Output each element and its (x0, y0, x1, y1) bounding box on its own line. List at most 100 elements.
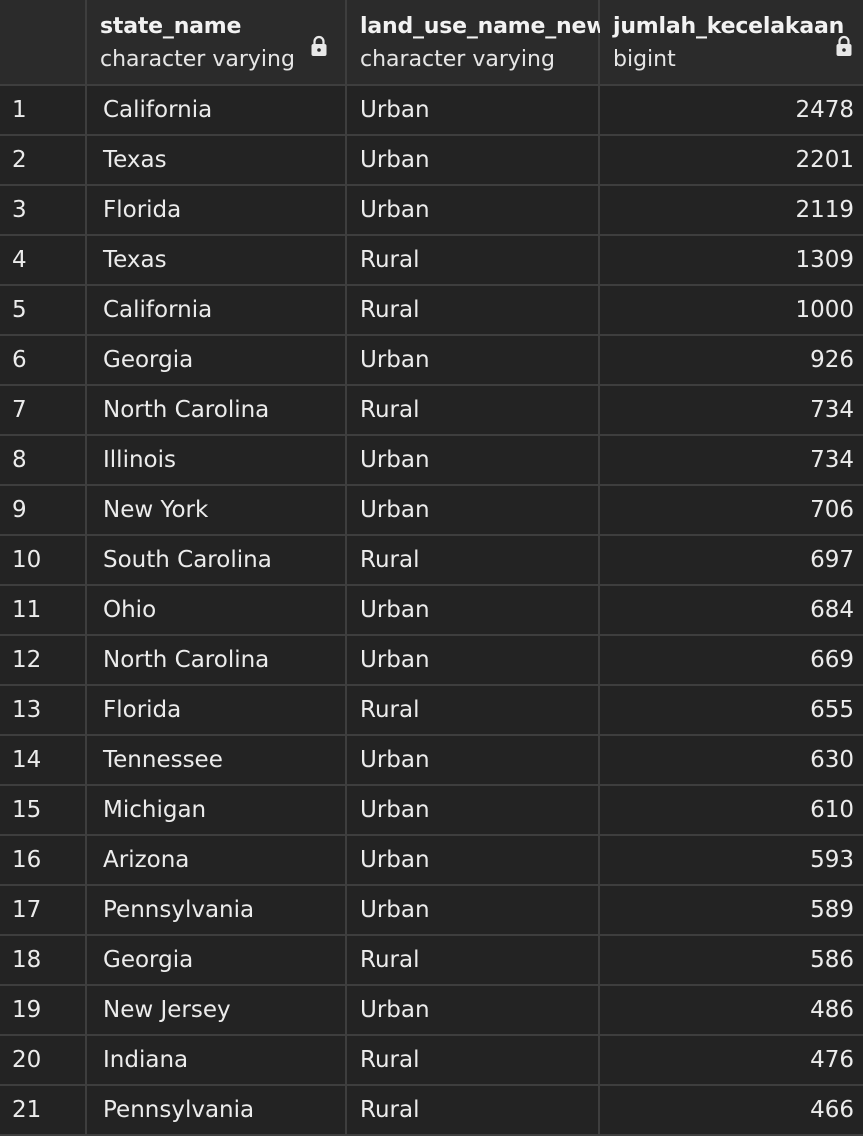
land-use-cell[interactable]: Urban (346, 735, 600, 786)
state-name-cell[interactable]: Illinois (86, 435, 347, 486)
state-name-cell[interactable]: Tennessee (86, 735, 347, 786)
jumlah-kecelakaan-cell[interactable]: 1000 (599, 285, 863, 336)
table-row[interactable]: 2 Texas Urban 2201 (0, 135, 863, 186)
row-number-cell[interactable]: 10 (0, 535, 87, 586)
table-row[interactable]: 18 Georgia Rural 586 (0, 935, 863, 986)
jumlah-kecelakaan-cell[interactable]: 486 (599, 985, 863, 1036)
table-row[interactable]: 9 New York Urban 706 (0, 485, 863, 536)
land-use-cell[interactable]: Urban (346, 835, 600, 886)
state-name-cell[interactable]: North Carolina (86, 385, 347, 436)
jumlah-kecelakaan-cell[interactable]: 684 (599, 585, 863, 636)
land-use-cell[interactable]: Rural (346, 235, 600, 286)
jumlah-kecelakaan-cell[interactable]: 593 (599, 835, 863, 886)
table-row[interactable]: 1 California Urban 2478 (0, 85, 863, 136)
row-number-cell[interactable]: 6 (0, 335, 87, 386)
jumlah-kecelakaan-cell[interactable]: 2478 (599, 85, 863, 136)
land-use-cell[interactable]: Rural (346, 685, 600, 736)
state-name-cell[interactable]: Florida (86, 685, 347, 736)
table-row[interactable]: 5 California Rural 1000 (0, 285, 863, 336)
jumlah-kecelakaan-cell[interactable]: 1309 (599, 235, 863, 286)
state-name-cell[interactable]: Texas (86, 235, 347, 286)
land-use-cell[interactable]: Urban (346, 185, 600, 236)
land-use-cell[interactable]: Urban (346, 885, 600, 936)
state-name-cell[interactable]: Pennsylvania (86, 885, 347, 936)
land-use-cell[interactable]: Urban (346, 485, 600, 536)
state-name-cell[interactable]: Georgia (86, 935, 347, 986)
state-name-cell[interactable]: Florida (86, 185, 347, 236)
row-number-cell[interactable]: 5 (0, 285, 87, 336)
row-number-cell[interactable]: 12 (0, 635, 87, 686)
state-name-cell[interactable]: Indiana (86, 1035, 347, 1086)
row-number-cell[interactable]: 1 (0, 85, 87, 136)
jumlah-kecelakaan-cell[interactable]: 669 (599, 635, 863, 686)
row-number-cell[interactable]: 13 (0, 685, 87, 736)
row-number-cell[interactable]: 15 (0, 785, 87, 836)
table-row[interactable]: 12 North Carolina Urban 669 (0, 635, 863, 686)
jumlah-kecelakaan-cell[interactable]: 610 (599, 785, 863, 836)
column-header-state-name[interactable]: state_name character varying (86, 0, 347, 86)
land-use-cell[interactable]: Urban (346, 785, 600, 836)
row-number-cell[interactable]: 19 (0, 985, 87, 1036)
land-use-cell[interactable]: Rural (346, 935, 600, 986)
row-number-cell[interactable]: 4 (0, 235, 87, 286)
column-header-land-use-name-new[interactable]: land_use_name_new character varying (346, 0, 607, 86)
land-use-cell[interactable]: Urban (346, 635, 600, 686)
land-use-cell[interactable]: Urban (346, 135, 600, 186)
land-use-cell[interactable]: Rural (346, 535, 600, 586)
jumlah-kecelakaan-cell[interactable]: 706 (599, 485, 863, 536)
table-row[interactable]: 13 Florida Rural 655 (0, 685, 863, 736)
state-name-cell[interactable]: Texas (86, 135, 347, 186)
land-use-cell[interactable]: Urban (346, 435, 600, 486)
state-name-cell[interactable]: Ohio (86, 585, 347, 636)
jumlah-kecelakaan-cell[interactable]: 2201 (599, 135, 863, 186)
row-number-cell[interactable]: 9 (0, 485, 87, 536)
row-number-cell[interactable]: 18 (0, 935, 87, 986)
table-row[interactable]: 8 Illinois Urban 734 (0, 435, 863, 486)
state-name-cell[interactable]: California (86, 85, 347, 136)
land-use-cell[interactable]: Urban (346, 585, 600, 636)
land-use-cell[interactable]: Rural (346, 385, 600, 436)
row-number-header[interactable] (0, 0, 87, 86)
column-header-jumlah-kecelakaan[interactable]: jumlah_kecelakaan bigint (599, 0, 863, 86)
state-name-cell[interactable]: Arizona (86, 835, 347, 886)
row-number-cell[interactable]: 2 (0, 135, 87, 186)
row-number-cell[interactable]: 17 (0, 885, 87, 936)
state-name-cell[interactable]: California (86, 285, 347, 336)
jumlah-kecelakaan-cell[interactable]: 734 (599, 435, 863, 486)
row-number-cell[interactable]: 8 (0, 435, 87, 486)
table-row[interactable]: 3 Florida Urban 2119 (0, 185, 863, 236)
jumlah-kecelakaan-cell[interactable]: 734 (599, 385, 863, 436)
jumlah-kecelakaan-cell[interactable]: 589 (599, 885, 863, 936)
table-row[interactable]: 19 New Jersey Urban 486 (0, 985, 863, 1036)
state-name-cell[interactable]: North Carolina (86, 635, 347, 686)
table-row[interactable]: 15 Michigan Urban 610 (0, 785, 863, 836)
state-name-cell[interactable]: Georgia (86, 335, 347, 386)
state-name-cell[interactable]: Michigan (86, 785, 347, 836)
land-use-cell[interactable]: Urban (346, 985, 600, 1036)
jumlah-kecelakaan-cell[interactable]: 655 (599, 685, 863, 736)
state-name-cell[interactable]: South Carolina (86, 535, 347, 586)
land-use-cell[interactable]: Urban (346, 85, 600, 136)
row-number-cell[interactable]: 14 (0, 735, 87, 786)
jumlah-kecelakaan-cell[interactable]: 476 (599, 1035, 863, 1086)
table-row[interactable]: 7 North Carolina Rural 734 (0, 385, 863, 436)
table-row[interactable]: 20 Indiana Rural 476 (0, 1035, 863, 1086)
jumlah-kecelakaan-cell[interactable]: 2119 (599, 185, 863, 236)
land-use-cell[interactable]: Urban (346, 335, 600, 386)
row-number-cell[interactable]: 20 (0, 1035, 87, 1086)
table-row[interactable]: 10 South Carolina Rural 697 (0, 535, 863, 586)
row-number-cell[interactable]: 16 (0, 835, 87, 886)
row-number-cell[interactable]: 7 (0, 385, 87, 436)
row-number-cell[interactable]: 3 (0, 185, 87, 236)
jumlah-kecelakaan-cell[interactable]: 630 (599, 735, 863, 786)
table-row[interactable]: 4 Texas Rural 1309 (0, 235, 863, 286)
jumlah-kecelakaan-cell[interactable]: 697 (599, 535, 863, 586)
table-row[interactable]: 11 Ohio Urban 684 (0, 585, 863, 636)
land-use-cell[interactable]: Rural (346, 1035, 600, 1086)
land-use-cell[interactable]: Rural (346, 285, 600, 336)
table-row[interactable]: 17 Pennsylvania Urban 589 (0, 885, 863, 936)
jumlah-kecelakaan-cell[interactable]: 586 (599, 935, 863, 986)
state-name-cell[interactable]: New Jersey (86, 985, 347, 1036)
jumlah-kecelakaan-cell[interactable]: 926 (599, 335, 863, 386)
state-name-cell[interactable]: New York (86, 485, 347, 536)
